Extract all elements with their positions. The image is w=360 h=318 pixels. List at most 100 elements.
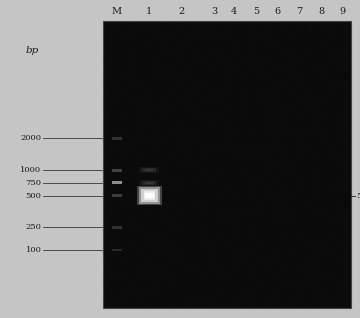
Point: [187, 37, 193, 42]
Point: [133, 161, 139, 166]
Point: [145, 120, 150, 125]
Point: [321, 238, 327, 243]
Point: [295, 86, 301, 91]
Point: [272, 269, 278, 274]
Text: 1000: 1000: [20, 166, 41, 174]
Point: [263, 248, 269, 253]
Point: [314, 162, 319, 167]
Point: [145, 26, 151, 31]
Point: [238, 223, 244, 228]
Point: [189, 181, 195, 186]
Point: [163, 20, 169, 25]
Point: [186, 105, 192, 110]
Point: [327, 154, 332, 159]
Point: [310, 244, 315, 249]
Point: [180, 118, 186, 123]
Point: [321, 287, 327, 292]
Point: [287, 158, 292, 163]
Point: [228, 135, 234, 141]
Point: [230, 200, 235, 205]
Point: [172, 21, 178, 26]
Point: [328, 287, 334, 292]
Point: [206, 28, 211, 33]
Point: [248, 64, 253, 69]
Point: [173, 123, 179, 128]
Point: [280, 45, 285, 51]
Point: [339, 151, 345, 156]
Point: [207, 118, 212, 123]
Point: [205, 145, 211, 150]
Point: [273, 28, 278, 33]
Point: [186, 239, 192, 244]
Point: [133, 293, 139, 298]
Point: [123, 239, 129, 244]
Point: [141, 192, 147, 197]
Point: [233, 19, 239, 24]
Point: [131, 166, 137, 171]
Point: [259, 280, 265, 286]
Point: [175, 61, 181, 66]
Point: [266, 123, 271, 128]
Point: [311, 306, 316, 311]
Point: [182, 27, 188, 32]
Point: [294, 285, 300, 290]
Point: [131, 134, 137, 139]
Point: [250, 244, 256, 249]
Point: [291, 283, 297, 288]
Point: [261, 193, 267, 198]
Point: [149, 97, 155, 102]
Point: [294, 157, 300, 162]
Point: [347, 92, 353, 97]
Point: [207, 233, 212, 238]
Point: [332, 186, 338, 191]
Point: [224, 164, 229, 169]
Point: [266, 26, 271, 31]
Point: [282, 22, 288, 27]
Point: [303, 101, 309, 106]
Point: [325, 148, 331, 153]
Point: [249, 260, 255, 266]
Point: [160, 118, 166, 123]
Point: [103, 204, 108, 209]
Point: [141, 287, 147, 293]
Point: [233, 52, 239, 57]
Point: [253, 168, 259, 173]
Point: [304, 287, 310, 293]
Point: [197, 77, 202, 82]
Point: [247, 210, 253, 215]
Point: [275, 162, 281, 167]
Point: [252, 211, 258, 216]
Point: [213, 298, 219, 303]
Point: [329, 229, 335, 234]
Point: [199, 55, 204, 60]
Point: [289, 101, 295, 107]
Point: [123, 109, 129, 114]
Point: [141, 274, 147, 280]
Point: [190, 177, 196, 183]
Point: [262, 143, 267, 148]
Point: [115, 93, 121, 99]
Point: [344, 220, 350, 225]
Point: [278, 158, 284, 163]
Point: [210, 296, 215, 301]
Point: [171, 103, 177, 108]
Point: [107, 61, 113, 66]
Point: [319, 131, 324, 136]
Point: [221, 57, 226, 62]
Point: [293, 169, 299, 174]
Point: [301, 272, 306, 277]
Point: [326, 234, 332, 239]
Point: [233, 249, 238, 254]
Point: [342, 157, 348, 162]
Point: [315, 150, 321, 156]
Point: [240, 42, 246, 47]
Point: [319, 250, 325, 255]
Point: [302, 238, 307, 243]
Point: [206, 230, 211, 235]
Point: [130, 138, 136, 143]
Point: [212, 38, 218, 43]
Point: [153, 265, 159, 270]
Point: [332, 30, 338, 35]
Point: [334, 214, 340, 219]
Point: [297, 298, 303, 303]
